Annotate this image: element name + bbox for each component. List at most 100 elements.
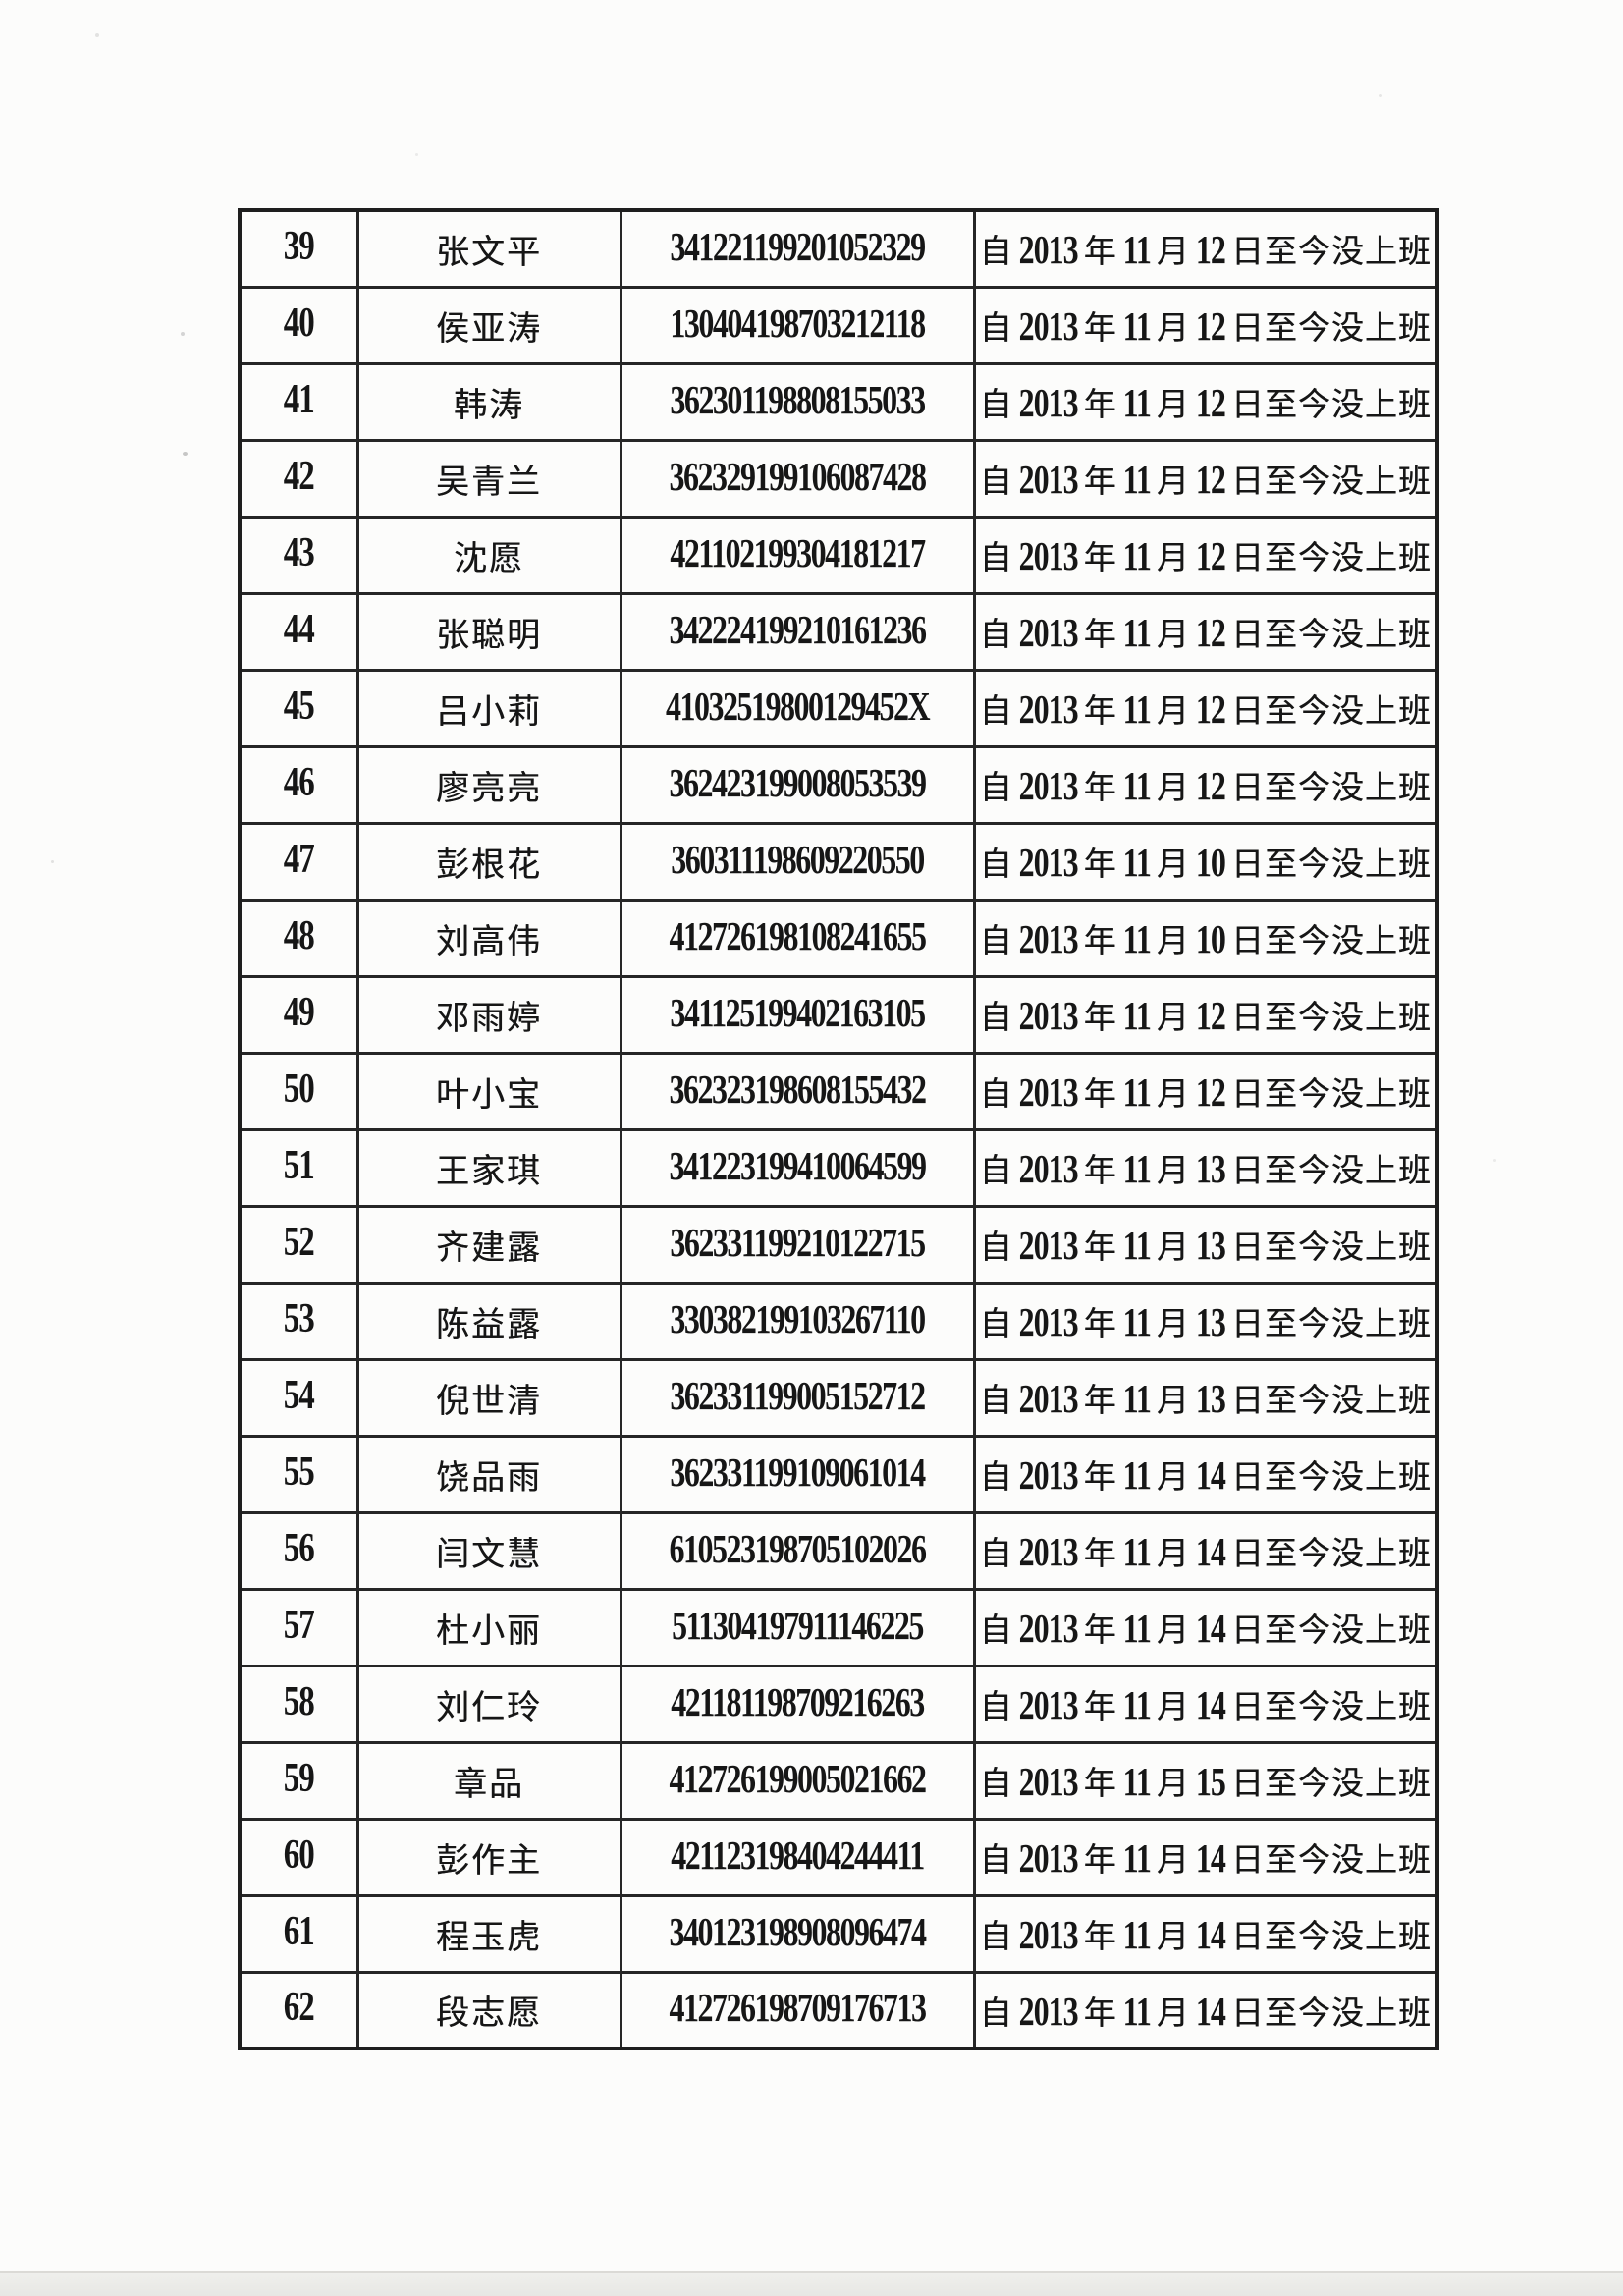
status-year-label: 年 <box>1083 541 1117 576</box>
person-name: 廖亮亮 <box>436 770 542 807</box>
status-tail-label: 日至今没上班 <box>1230 1920 1432 1955</box>
table-row: 53 陈益露 330382199103267110 自 2013 年 11 月 … <box>238 1281 1439 1361</box>
status-month: 11 <box>1122 839 1152 886</box>
cell-status: 自 2013 年 11 月 13 日至今没上班 <box>972 1204 1439 1285</box>
row-number: 62 <box>283 1985 315 2031</box>
status-tail-label: 日至今没上班 <box>1230 465 1432 500</box>
cell-status: 自 2013 年 11 月 12 日至今没上班 <box>972 208 1439 289</box>
status-year: 2013 <box>1018 1145 1079 1192</box>
status-year-label: 年 <box>1083 1307 1117 1342</box>
scan-speck <box>51 860 54 863</box>
status-day: 14 <box>1195 1528 1226 1575</box>
person-name: 杜小丽 <box>436 1613 542 1650</box>
scan-speck <box>1493 1159 1496 1162</box>
status-year: 2013 <box>1018 1068 1079 1116</box>
status-day: 12 <box>1195 456 1226 503</box>
status-since-label: 自 <box>979 694 1013 730</box>
cell-row-number: 59 <box>238 1740 359 1821</box>
status-month-label: 月 <box>1156 1843 1190 1879</box>
status-year: 2013 <box>1018 1758 1079 1805</box>
cell-name: 刘仁玲 <box>355 1664 622 1744</box>
absence-status: 自 2013 年 11 月 14 日至今没上班 <box>977 1910 1434 1958</box>
person-name: 闫文慧 <box>436 1536 542 1573</box>
status-year-label: 年 <box>1083 1613 1117 1649</box>
cell-row-number: 42 <box>238 438 359 519</box>
row-number: 43 <box>283 529 315 575</box>
table-row: 44 张聪明 342224199210161236 自 2013 年 11 月 … <box>238 591 1439 672</box>
absence-status: 自 2013 年 11 月 12 日至今没上班 <box>977 684 1434 732</box>
status-month: 11 <box>1122 1911 1152 1958</box>
status-tail-label: 日至今没上班 <box>1230 1307 1432 1342</box>
cell-id-number: 412726199005021662 <box>619 1740 976 1821</box>
cell-id-number: 511304197911146225 <box>619 1587 976 1667</box>
cell-row-number: 41 <box>238 361 359 442</box>
cell-name: 刘高伟 <box>355 898 622 978</box>
status-day: 10 <box>1195 915 1226 962</box>
cell-row-number: 51 <box>238 1127 359 1208</box>
cell-name: 吕小莉 <box>355 668 622 748</box>
cell-status: 自 2013 年 11 月 15 日至今没上班 <box>972 1740 1439 1821</box>
table-row: 43 沈愿 421102199304181217 自 2013 年 11 月 1… <box>238 515 1439 595</box>
person-name: 沈愿 <box>454 540 524 577</box>
absence-status: 自 2013 年 11 月 12 日至今没上班 <box>977 991 1434 1038</box>
id-number: 421102199304181217 <box>670 529 926 575</box>
cell-name: 杜小丽 <box>355 1587 622 1667</box>
cell-row-number: 46 <box>238 744 359 825</box>
status-month-label: 月 <box>1156 311 1190 347</box>
status-month: 11 <box>1122 1605 1152 1652</box>
status-since-label: 自 <box>979 1537 1013 1572</box>
cell-status: 自 2013 年 11 月 13 日至今没上班 <box>972 1357 1439 1438</box>
status-year: 2013 <box>1018 839 1079 886</box>
status-month: 11 <box>1122 379 1152 426</box>
id-number: 41032519800129452X <box>665 683 931 729</box>
absence-status: 自 2013 年 11 月 14 日至今没上班 <box>977 1527 1434 1575</box>
status-month-label: 月 <box>1156 1460 1190 1496</box>
id-number: 421123198404244411 <box>671 1831 925 1878</box>
status-since-label: 自 <box>979 618 1013 653</box>
status-year: 2013 <box>1018 1834 1079 1882</box>
cell-status: 自 2013 年 11 月 14 日至今没上班 <box>972 1664 1439 1744</box>
status-since-label: 自 <box>979 541 1013 576</box>
cell-name: 段志愿 <box>355 1970 622 2050</box>
cell-id-number: 130404198703212118 <box>619 285 976 365</box>
row-number: 57 <box>283 1602 315 1648</box>
row-number: 39 <box>283 223 315 269</box>
absence-status: 自 2013 年 11 月 14 日至今没上班 <box>977 1604 1434 1652</box>
status-year: 2013 <box>1018 1451 1079 1499</box>
status-day: 10 <box>1195 839 1226 886</box>
status-year-label: 年 <box>1083 1077 1117 1113</box>
cell-status: 自 2013 年 11 月 14 日至今没上班 <box>972 1893 1439 1974</box>
absence-status: 自 2013 年 11 月 12 日至今没上班 <box>977 301 1434 349</box>
cell-name: 陈益露 <box>355 1281 622 1361</box>
status-since-label: 自 <box>979 235 1013 271</box>
person-name: 侯亚涛 <box>436 310 542 348</box>
status-month: 11 <box>1122 227 1152 273</box>
absence-status: 自 2013 年 11 月 13 日至今没上班 <box>977 1297 1434 1345</box>
cell-status: 自 2013 年 11 月 14 日至今没上班 <box>972 1510 1439 1591</box>
cell-row-number: 44 <box>238 591 359 672</box>
id-number: 341223199410064599 <box>669 1142 928 1188</box>
table-row: 48 刘高伟 412726198108241655 自 2013 年 11 月 … <box>238 898 1439 978</box>
table-row: 59 章品 412726199005021662 自 2013 年 11 月 1… <box>238 1740 1439 1821</box>
status-year-label: 年 <box>1083 1154 1117 1189</box>
table-row: 57 杜小丽 511304197911146225 自 2013 年 11 月 … <box>238 1587 1439 1667</box>
id-number: 340123198908096474 <box>669 1908 928 1954</box>
row-number: 45 <box>283 683 315 729</box>
cell-row-number: 61 <box>238 1893 359 1974</box>
cell-name: 闫文慧 <box>355 1510 622 1591</box>
cell-id-number: 412726198709176713 <box>619 1970 976 2050</box>
status-tail-label: 日至今没上班 <box>1230 1613 1432 1649</box>
status-tail-label: 日至今没上班 <box>1230 847 1432 883</box>
table-row: 54 倪世清 362331199005152712 自 2013 年 11 月 … <box>238 1357 1439 1438</box>
person-name: 彭根花 <box>436 847 542 884</box>
cell-row-number: 48 <box>238 898 359 978</box>
absence-status: 自 2013 年 11 月 12 日至今没上班 <box>977 608 1434 655</box>
status-tail-label: 日至今没上班 <box>1230 1767 1432 1802</box>
absence-status: 自 2013 年 11 月 12 日至今没上班 <box>977 225 1434 273</box>
cell-id-number: 362301198808155033 <box>619 361 976 442</box>
status-year-label: 年 <box>1083 694 1117 730</box>
status-month-label: 月 <box>1156 1230 1190 1266</box>
status-since-label: 自 <box>979 1613 1013 1649</box>
status-month: 11 <box>1122 1298 1152 1345</box>
person-name: 彭作主 <box>436 1842 542 1880</box>
